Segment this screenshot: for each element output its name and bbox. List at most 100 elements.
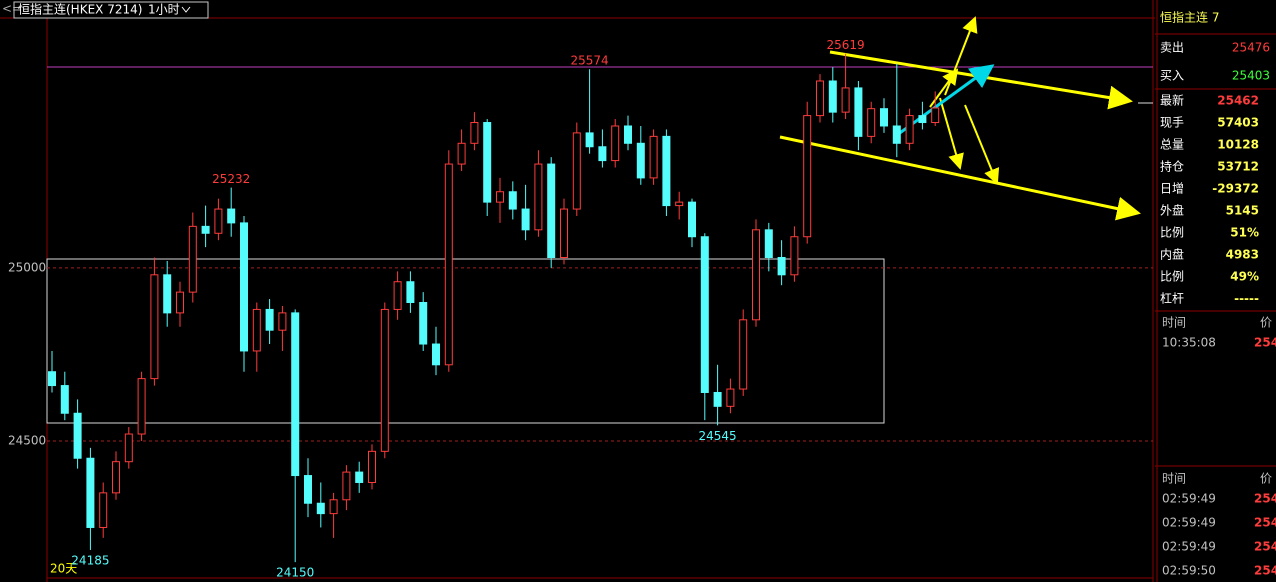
header-box[interactable] (13, 1, 209, 19)
candle-body (918, 115, 927, 124)
tick-header: 时间 (1162, 316, 1186, 330)
tick-price: 2540 (1254, 492, 1276, 506)
quote-label: 日增 (1160, 182, 1184, 196)
candle-body (124, 433, 133, 463)
quote-value: -29372 (1212, 182, 1259, 196)
quote-value: 49% (1230, 270, 1259, 284)
quote-label: 现手 (1160, 116, 1184, 130)
candle-body (521, 208, 530, 231)
candle-body (304, 475, 312, 504)
candle-body (137, 378, 146, 435)
candle-body (880, 108, 888, 127)
high-label: 25574 (571, 54, 609, 68)
tick-time: 02:59:49 (1162, 516, 1216, 530)
quote-label: 比例 (1160, 226, 1184, 240)
quote-label: 总量 (1160, 138, 1184, 152)
candle-body (252, 308, 261, 352)
tick-price: 2545 (1254, 516, 1276, 530)
candle-body (688, 201, 696, 238)
candle-body (432, 343, 440, 366)
candle-body (240, 222, 248, 352)
candle-body (265, 308, 274, 331)
quote-label: 外盘 (1160, 203, 1184, 218)
candle-body (342, 471, 351, 501)
quote-value: 53712 (1217, 160, 1259, 174)
quote-value: 5145 (1226, 204, 1259, 218)
candle-body (380, 308, 389, 452)
candle-body (393, 281, 402, 310)
candle-body (790, 236, 799, 276)
candle-body (48, 371, 56, 387)
channel-bottom (779, 135, 1141, 221)
y-tick-label: 24500 (8, 433, 46, 447)
tick-time: 10:35:08 (1162, 336, 1216, 350)
candle-body (726, 388, 735, 407)
quote-label: 杠杆 (1160, 291, 1184, 306)
candle-body (355, 471, 364, 483)
tick-header: 时间 (1162, 472, 1186, 486)
quote-label: 比例 (1160, 270, 1184, 284)
candle-body (444, 163, 453, 366)
candle-body (752, 229, 760, 321)
candle-body (316, 502, 325, 515)
candle-body (611, 125, 620, 162)
candle-body (816, 80, 824, 117)
candle-body (636, 142, 645, 179)
candle-body (99, 492, 108, 528)
candle-body (675, 201, 684, 207)
candle-body (803, 115, 812, 238)
candle-body (406, 281, 415, 303)
tick-header: 价 (1260, 316, 1272, 330)
candle-body (534, 163, 543, 231)
range-box (46, 258, 885, 424)
candle-body (547, 163, 556, 259)
candle-body (508, 191, 517, 210)
low-label: 24185 (71, 553, 109, 567)
quote-value: 25462 (1217, 94, 1259, 108)
tick-price: 2548 (1254, 336, 1276, 350)
candle-body (112, 461, 120, 494)
y-tick-label: 25000 (8, 260, 46, 274)
low-label: 24150 (276, 566, 314, 580)
candle-body (854, 87, 863, 137)
header-period[interactable]: 1小时 (148, 3, 180, 17)
candle-body (227, 208, 236, 224)
quote-value: 4983 (1226, 248, 1259, 262)
menu-icon[interactable]: <= (2, 2, 22, 16)
candle-body (291, 312, 300, 477)
candle-body (624, 125, 632, 144)
candle-body (163, 274, 172, 314)
candle-body (598, 146, 607, 162)
arrow (929, 68, 959, 108)
candle-body (764, 229, 773, 259)
quote-label: 最新 (1160, 93, 1184, 108)
label: 买入 (1160, 69, 1184, 83)
candle-body (841, 87, 850, 113)
quote-title: 恒指主连 7 (1160, 10, 1219, 25)
sell-price: 25476 (1232, 41, 1270, 55)
candle-body (585, 132, 594, 148)
candle-body (892, 125, 901, 144)
candle-body (86, 457, 95, 528)
candle-body (905, 115, 914, 144)
candle-body (457, 142, 466, 165)
quote-label: 内盘 (1160, 247, 1184, 262)
tick-price: 2545 (1254, 540, 1276, 554)
indicator-label: 20天 (50, 562, 77, 576)
candle-body (483, 122, 492, 203)
high-label: 25232 (212, 172, 250, 186)
candle-body (278, 312, 287, 331)
candle-body (60, 385, 69, 414)
quote-label: 持仓 (1160, 159, 1184, 174)
quote-value: ----- (1234, 292, 1259, 306)
quote-value: 57403 (1217, 116, 1259, 130)
candle-body (739, 319, 748, 390)
tick-header: 价 (1260, 472, 1272, 486)
dropdown-icon[interactable] (181, 6, 191, 13)
candle-body (572, 132, 581, 210)
candle-body (470, 122, 479, 144)
candle-body (329, 499, 338, 515)
candle-body (150, 274, 159, 380)
